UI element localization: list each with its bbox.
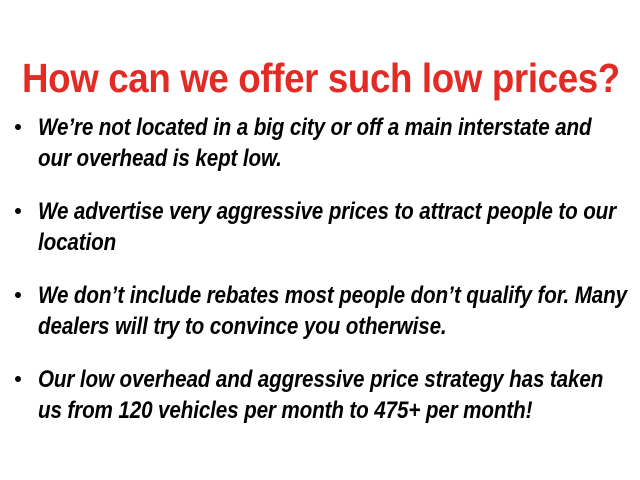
bullet-dot-icon	[15, 124, 21, 130]
list-item: We advertise very aggressive prices to a…	[12, 196, 628, 258]
list-item: We’re not located in a big city or off a…	[12, 112, 628, 174]
list-item-text: Our low overhead and aggressive price st…	[38, 366, 604, 424]
list-item-text: We advertise very aggressive prices to a…	[38, 198, 617, 256]
list-item: Our low overhead and aggressive price st…	[12, 364, 628, 426]
list-item-text: We don’t include rebates most people don…	[38, 282, 627, 340]
bullet-dot-icon	[15, 292, 21, 298]
slide-title: How can we offer such low prices?	[22, 55, 620, 102]
bullet-dot-icon	[15, 208, 21, 214]
list-item: We don’t include rebates most people don…	[12, 280, 628, 342]
bullet-dot-icon	[15, 376, 21, 382]
list-item-text: We’re not located in a big city or off a…	[38, 114, 592, 172]
bullet-list: We’re not located in a big city or off a…	[12, 112, 628, 426]
